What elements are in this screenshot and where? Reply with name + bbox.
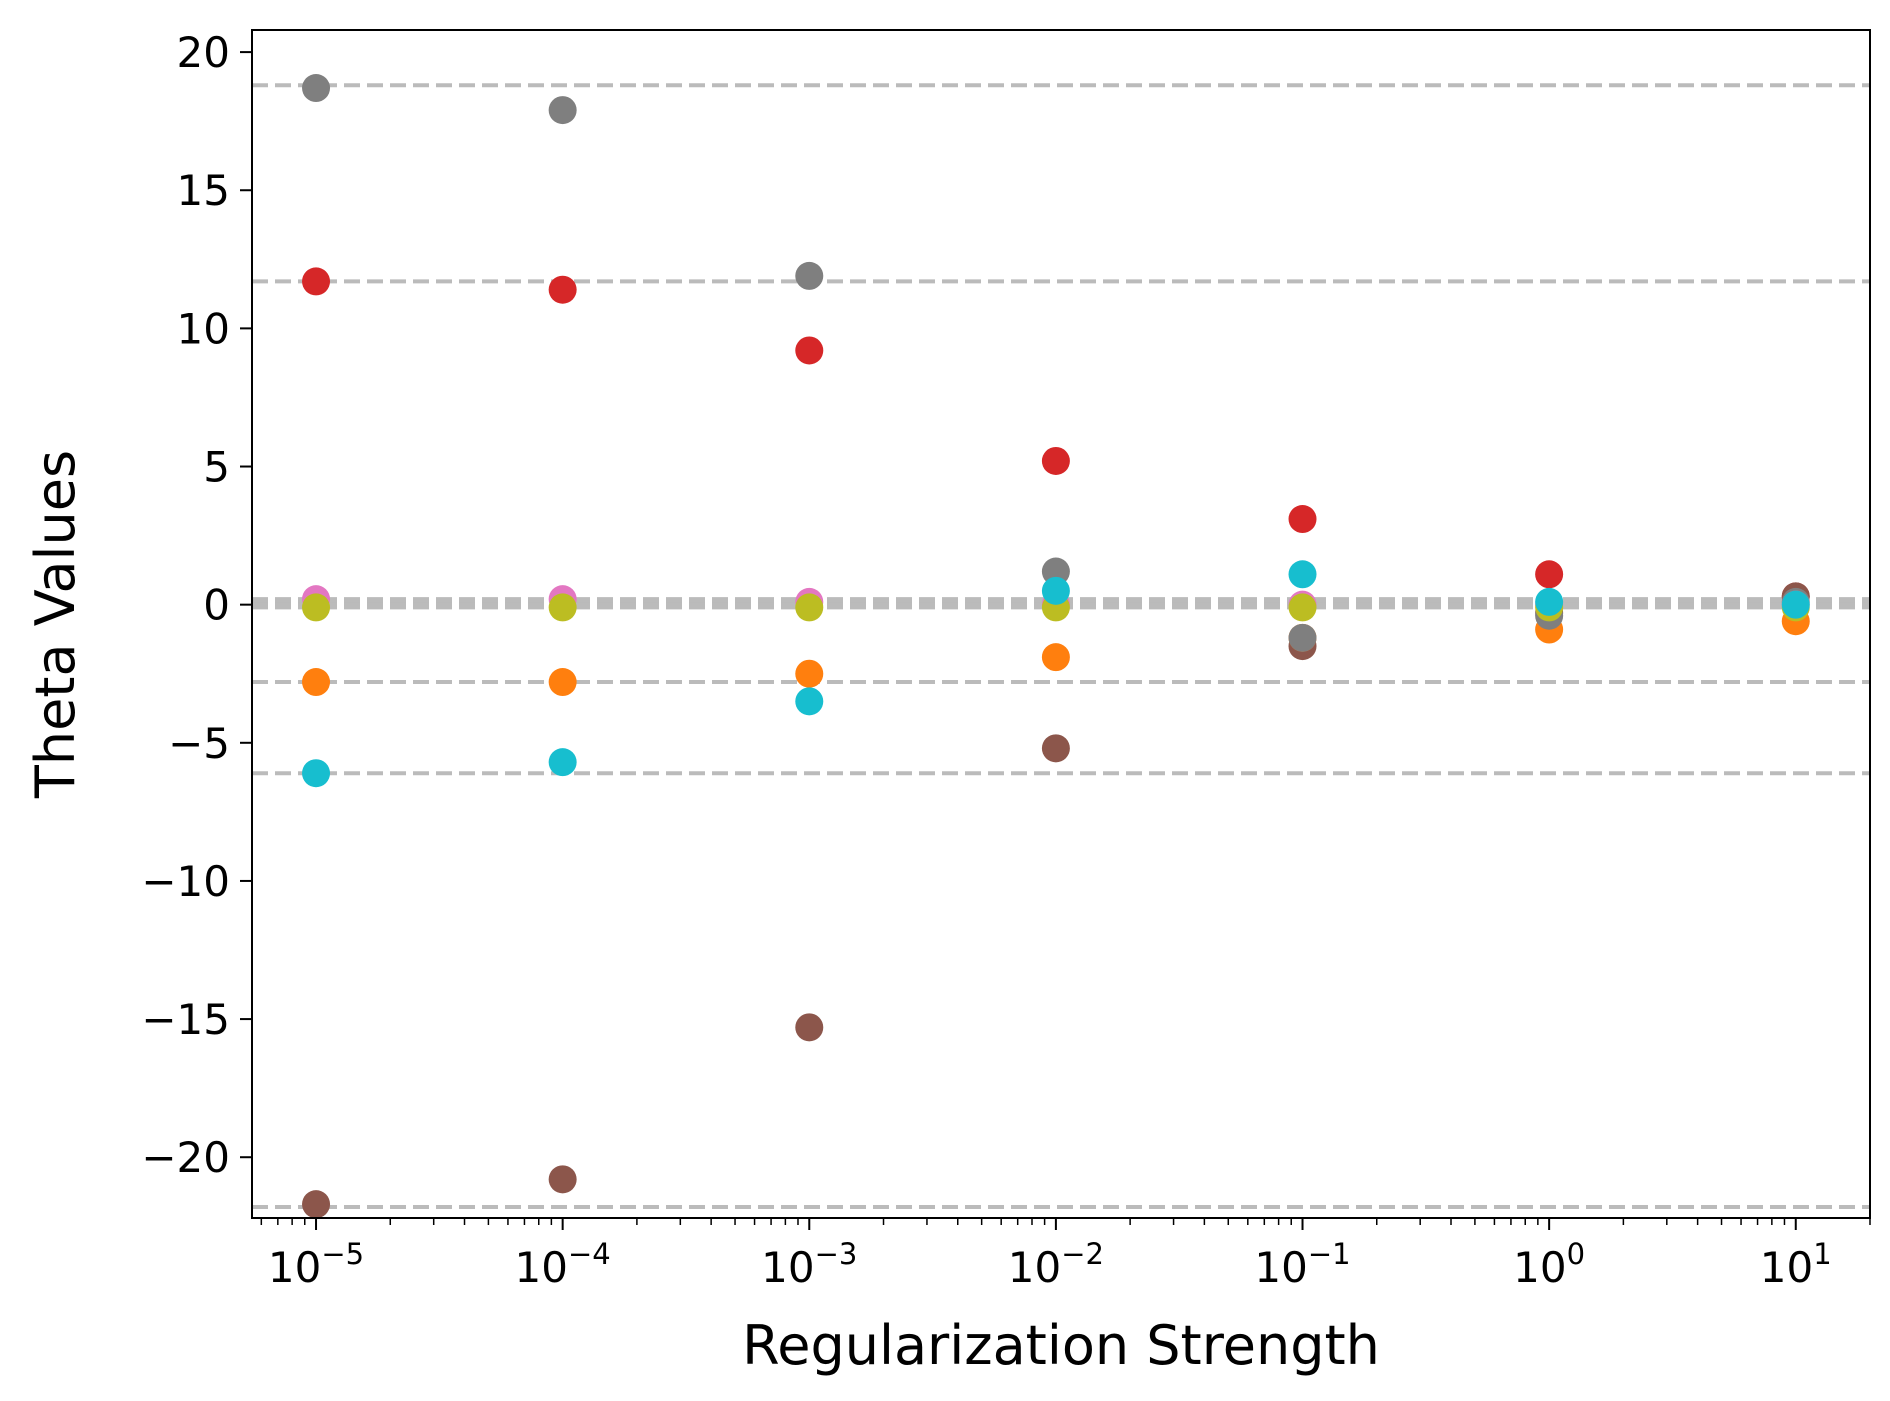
y-axis-title: Theta Values (24, 450, 87, 799)
data-point (302, 593, 331, 622)
data-point (302, 668, 331, 697)
y-axis: 20 15 10 5 0 −5 −10 −15 −20 (141, 28, 252, 1182)
x-axis-title: Regularization Strength (742, 1314, 1380, 1377)
y-tick-label: 15 (177, 166, 230, 215)
data-point (795, 336, 824, 365)
x-tick-label: 10−5 (268, 1237, 364, 1292)
data-point (548, 275, 577, 304)
data-point (1288, 560, 1317, 589)
data-point (1041, 734, 1070, 763)
x-tick-label: 101 (1760, 1237, 1832, 1292)
data-point (1041, 643, 1070, 672)
data-points (302, 74, 1810, 1219)
data-point (1288, 623, 1317, 652)
data-point (1041, 576, 1070, 605)
y-tick-label: 0 (203, 581, 230, 630)
data-point (1535, 560, 1564, 589)
y-tick-label: 5 (203, 443, 230, 492)
data-point (1288, 593, 1317, 622)
data-point (795, 261, 824, 290)
data-point (548, 593, 577, 622)
data-point (302, 267, 331, 296)
data-point (1041, 557, 1070, 586)
y-tick-label: −10 (141, 857, 230, 906)
data-point (1041, 446, 1070, 475)
data-point (548, 96, 577, 125)
x-tick-label: 100 (1513, 1237, 1585, 1292)
data-point (548, 668, 577, 697)
data-point (302, 759, 331, 788)
x-tick-label: 10−3 (761, 1237, 857, 1292)
x-tick-label: 10−4 (515, 1237, 611, 1292)
y-tick-label: −20 (141, 1133, 230, 1182)
data-point (548, 1165, 577, 1194)
x-axis: 10−5 10−4 10−3 10−2 10−1 100 101 (260, 1218, 1871, 1292)
x-tick-label: 10−2 (1008, 1237, 1104, 1292)
y-tick-label: 10 (177, 304, 230, 353)
data-point (795, 687, 824, 716)
y-tick-label: 20 (177, 28, 230, 77)
y-tick-label: −15 (141, 995, 230, 1044)
y-tick-label: −5 (168, 719, 230, 768)
data-point (1535, 587, 1564, 616)
data-point (548, 748, 577, 777)
data-point (795, 593, 824, 622)
data-point (1288, 505, 1317, 534)
data-point (1781, 590, 1810, 619)
data-point (302, 74, 331, 103)
data-point (302, 1190, 331, 1219)
data-point (795, 1013, 824, 1042)
data-point (795, 659, 824, 688)
x-tick-label: 10−1 (1254, 1237, 1350, 1292)
plot-frame (251, 29, 1871, 1219)
